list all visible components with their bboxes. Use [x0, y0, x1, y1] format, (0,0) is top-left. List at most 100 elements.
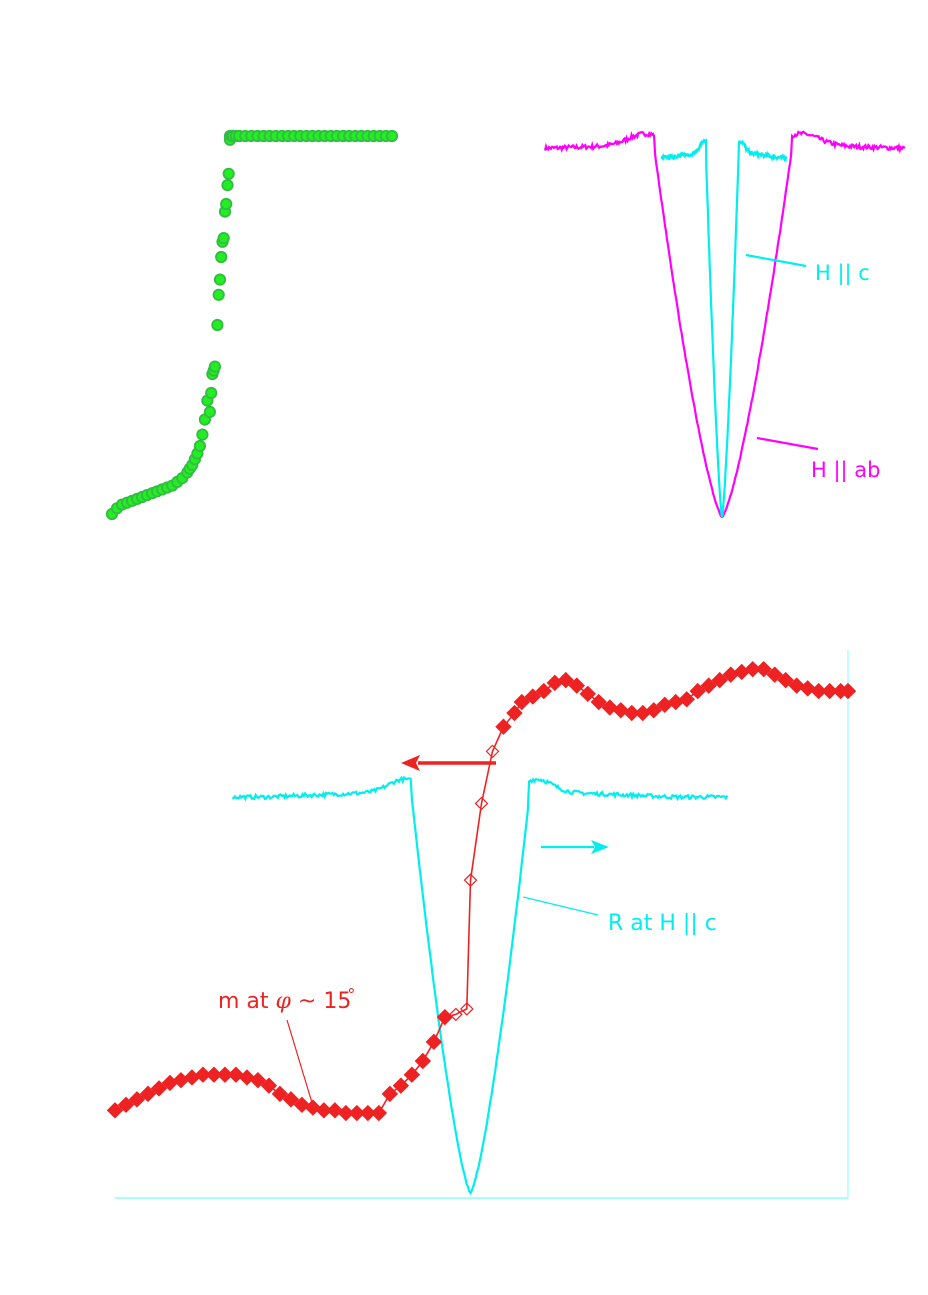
data-point-diamond	[557, 671, 575, 689]
right-axis-arrow	[541, 840, 609, 854]
label-approx-value: ~ 15	[291, 989, 351, 1014]
data-point-diamond	[260, 1077, 278, 1094]
data-point-diamond	[579, 685, 596, 703]
label-m-at-phi: m at φ ~ 15°	[218, 985, 355, 1014]
data-point-diamond	[414, 1052, 432, 1070]
data-point-diamond	[425, 1033, 443, 1051]
data-point-diamond	[700, 677, 717, 694]
series-m-line	[114, 668, 848, 1114]
series-m-markers	[106, 660, 857, 1122]
data-point-diamond	[150, 1080, 168, 1097]
data-point	[220, 197, 233, 211]
data-point-diamond	[183, 1069, 201, 1086]
data-point-diamond	[227, 1066, 245, 1083]
data-point	[193, 439, 206, 453]
data-point-diamond	[839, 682, 857, 700]
data-point-diamond	[485, 744, 500, 759]
data-point	[217, 232, 230, 245]
series-h-c-line	[660, 137, 788, 518]
label-r-leader	[522, 896, 599, 916]
data-point-diamond	[568, 677, 585, 694]
series-r-at-h-c-line	[231, 775, 729, 1196]
data-point-diamond	[403, 1066, 421, 1083]
data-point	[385, 129, 399, 143]
data-point-diamond	[645, 702, 662, 719]
data-point-diamond	[495, 718, 512, 735]
data-point-diamond	[128, 1091, 146, 1108]
data-point-diamond	[106, 1102, 124, 1119]
data-point	[213, 273, 227, 286]
data-point-diamond	[634, 704, 651, 722]
data-point-diamond	[194, 1066, 212, 1083]
data-point-diamond	[326, 1102, 344, 1119]
data-point-diamond	[524, 688, 542, 705]
left-axis-arrow	[401, 755, 496, 771]
data-point-diamond	[271, 1085, 289, 1103]
data-point-diamond	[506, 704, 523, 722]
data-point-diamond	[689, 682, 706, 700]
arrow-right-head	[591, 840, 609, 854]
label-m-part: m at	[218, 989, 276, 1014]
data-point-diamond	[821, 682, 838, 700]
data-point	[212, 288, 225, 301]
data-point-diamond	[667, 693, 684, 711]
data-point-diamond	[711, 671, 728, 689]
label-phi-symbol: φ	[276, 989, 292, 1014]
data-point-diamond	[733, 663, 750, 681]
data-point-diamond	[293, 1096, 311, 1114]
data-point-diamond	[788, 677, 805, 694]
data-point	[211, 318, 224, 332]
data-point-diamond	[370, 1104, 388, 1122]
data-point-diamond	[337, 1104, 355, 1122]
data-point	[208, 360, 221, 373]
data-point-diamond	[249, 1071, 267, 1089]
data-point-diamond	[601, 699, 618, 716]
data-point-diamond	[755, 660, 772, 678]
label-r-at-h-c: R at H || c	[608, 911, 717, 936]
data-point	[222, 167, 235, 180]
data-point	[221, 179, 234, 192]
data-point-diamond	[381, 1085, 399, 1103]
data-point-diamond	[474, 796, 489, 811]
data-point-diamond	[392, 1077, 410, 1094]
data-point	[203, 405, 216, 418]
data-point-diamond	[172, 1071, 190, 1089]
data-point-diamond	[777, 671, 794, 689]
data-point-diamond	[678, 691, 695, 708]
label-m-leader	[286, 1019, 314, 1107]
data-point-diamond	[623, 704, 640, 722]
data-point-diamond	[117, 1096, 135, 1114]
panel-c-magnetization-resistance: R at H || c m at φ ~ 15°	[106, 650, 857, 1199]
data-point-diamond	[216, 1066, 234, 1083]
panel-b-resistance-dips: H || c H || ab	[543, 130, 906, 519]
arrow-left-head	[401, 755, 420, 771]
data-point-diamond	[359, 1104, 377, 1122]
label-degree: °	[347, 985, 355, 1004]
data-point-diamond	[810, 682, 827, 700]
data-point-diamond	[744, 660, 761, 678]
data-point-diamond	[799, 680, 816, 697]
label-h-ab-leader	[756, 436, 819, 451]
data-point-diamond	[463, 873, 478, 888]
data-point-diamond	[612, 702, 629, 719]
data-point-diamond	[139, 1085, 157, 1103]
data-point-diamond	[448, 1007, 463, 1022]
label-h-c-leader	[745, 253, 807, 268]
data-point-diamond	[766, 666, 783, 683]
data-point-diamond	[590, 693, 607, 711]
data-point-diamond	[535, 682, 553, 700]
data-point-diamond	[459, 1002, 474, 1016]
data-point-diamond	[238, 1069, 256, 1086]
panel-a-step-scatter	[105, 129, 399, 521]
label-h-ab: H || ab	[811, 458, 881, 483]
data-point-diamond	[546, 674, 564, 692]
data-point	[205, 386, 218, 400]
data-point	[215, 250, 228, 264]
data-point-diamond	[304, 1099, 322, 1116]
label-h-c: H || c	[815, 261, 870, 286]
data-point	[196, 428, 209, 441]
data-point-diamond	[205, 1066, 223, 1083]
data-point-diamond	[315, 1102, 333, 1119]
data-point-diamond	[348, 1104, 366, 1122]
